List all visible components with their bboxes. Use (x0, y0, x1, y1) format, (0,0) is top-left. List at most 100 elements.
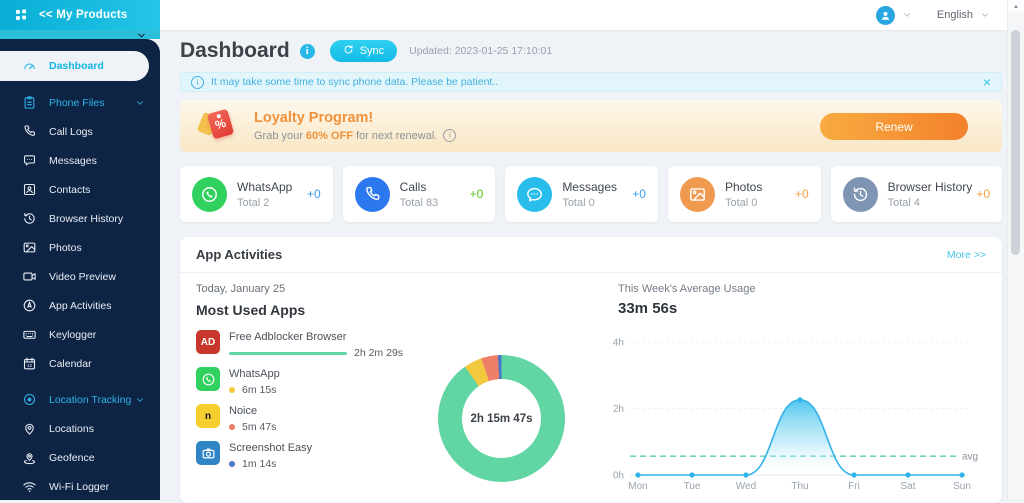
app-duration: 2h 2m 29s (354, 347, 404, 359)
wifi-icon (22, 479, 37, 494)
photo-icon (22, 240, 37, 255)
loyalty-info-icon[interactable]: i (443, 129, 457, 142)
sidebar-item-call-logs[interactable]: Call Logs (0, 117, 160, 146)
notice-text: It may take some time to sync phone data… (211, 76, 499, 88)
svg-text:Tue: Tue (684, 481, 701, 492)
sidebar-item-label: Contacts (49, 183, 91, 196)
page-scrollbar[interactable]: ▲ (1007, 0, 1024, 500)
stat-card-delta: +0 (632, 187, 646, 201)
scrollbar-thumb[interactable] (1011, 30, 1020, 255)
sidebar-item-app-activities[interactable]: App Activities (0, 291, 160, 320)
most-used-apps-list: AD Free Adblocker Browser 2h 2m 29s WhatsAp… (196, 330, 434, 470)
sidebar-item-locations[interactable]: Locations (0, 414, 160, 443)
app-duration: 1m 14s (242, 458, 277, 470)
photo-icon (679, 176, 715, 212)
stat-card-title: WhatsApp (237, 179, 293, 194)
sidebar-item-video-preview[interactable]: Video Preview (0, 262, 160, 291)
sidebar-item-location-tracking[interactable]: Location Tracking (0, 385, 160, 414)
language-selector[interactable]: English (936, 9, 973, 21)
stats-cards: WhatsApp Total 2 +0 Calls Total 83 +0 Messages… (180, 166, 1002, 222)
more-link[interactable]: More >> (946, 248, 986, 261)
history-icon (22, 211, 37, 226)
stat-card-title: Calls (399, 179, 427, 194)
donut-hole: 2h 15m 47s (462, 379, 541, 458)
discount-highlight: 60% OFF (305, 129, 353, 142)
noice-icon: n (196, 404, 220, 428)
stat-card-total: Total 0 (562, 196, 595, 209)
loyalty-title: Loyalty Program! (254, 110, 374, 126)
app-name: Noice (229, 405, 258, 417)
user-avatar[interactable] (875, 5, 895, 25)
svg-text:Sun: Sun (953, 481, 971, 492)
my-products-button[interactable]: << My Products (0, 0, 160, 30)
device-selector-strip[interactable] (0, 30, 160, 39)
weekly-usage-chart: 0h 2h 4h avg Mon Tue Wed Thu Fri Sat Sun (600, 325, 992, 501)
svg-text:Thu: Thu (791, 481, 808, 492)
svg-text:2h: 2h (613, 404, 624, 415)
series-color-dot (229, 387, 235, 393)
sidebar-item-messages[interactable]: Messages (0, 146, 160, 175)
app-row-free-adblocker-browser[interactable]: AD Free Adblocker Browser 2h 2m 29s (196, 330, 434, 359)
loyalty-subtitle: Grab your 60% OFF for next renewal. i (254, 129, 457, 142)
camera-icon (196, 441, 220, 465)
most-used-apps-title: Most Used Apps (196, 302, 306, 318)
app-activities-panel: App Activities More >> Today, January 25… (180, 237, 1002, 503)
sidebar-item-keylogger[interactable]: Keylogger (0, 320, 160, 349)
stat-card-title: Messages (562, 179, 618, 194)
app-row-screenshot-easy[interactable]: Screenshot Easy 1m 14s (196, 441, 434, 470)
sidebar-item-label: Locations (49, 422, 94, 435)
sidebar-item-photos[interactable]: Photos (0, 233, 160, 262)
app-name: Free Adblocker Browser (229, 331, 347, 343)
app-row-noice[interactable]: n Noice 5m 47s (196, 404, 434, 433)
stat-card-total: Total 83 (399, 196, 439, 209)
sidebar-item-geofence[interactable]: Geofence (0, 443, 160, 472)
dashboard-icon (22, 59, 37, 74)
percent-icon: % (213, 115, 228, 133)
account-chevron-down-icon[interactable] (902, 10, 912, 20)
sidebar-item-label: Video Preview (49, 270, 116, 283)
top-header: English (160, 0, 1024, 30)
chevron-down-icon (135, 395, 145, 405)
stat-card-browser-history[interactable]: Browser History Total 4 +0 (830, 166, 1002, 222)
sync-button[interactable]: Sync (329, 40, 398, 62)
sidebar-item-calendar[interactable]: 12 Calendar (0, 349, 160, 378)
sidebar-item-wi-fi-logger[interactable]: Wi-Fi Logger (0, 472, 160, 500)
stat-card-messages[interactable]: Messages Total 0 +0 (505, 166, 658, 222)
sidebar-item-contacts[interactable]: Contacts (0, 175, 160, 204)
svg-text:4h: 4h (613, 338, 624, 349)
app-duration: 6m 15s (242, 384, 277, 396)
stat-card-total: Total 2 (237, 196, 270, 209)
sidebar-item-browser-history[interactable]: Browser History (0, 204, 160, 233)
language-chevron-down-icon[interactable] (980, 10, 990, 20)
chat-dots-icon (517, 176, 553, 212)
svg-text:0h: 0h (613, 471, 624, 482)
sidebar-item-label: Dashboard (49, 60, 104, 72)
week-usage-caption: This Week's Average Usage (618, 283, 756, 295)
discount-tag-icon: % (196, 104, 240, 148)
chevron-down-icon (135, 98, 145, 108)
calendar-icon: 12 (22, 356, 37, 371)
scroll-up-arrow-icon[interactable]: ▲ (1008, 0, 1024, 13)
stat-card-whatsapp[interactable]: WhatsApp Total 2 +0 (180, 166, 333, 222)
app-row-whatsapp[interactable]: WhatsApp 6m 15s (196, 367, 434, 396)
sidebar-item-dashboard[interactable]: Dashboard (0, 51, 149, 81)
apps-grid-icon (14, 8, 28, 22)
sidebar-item-label: Calendar (49, 357, 92, 370)
app-name: WhatsApp (229, 368, 280, 380)
stat-card-delta: +0 (794, 187, 809, 201)
history-icon (842, 176, 878, 212)
svg-text:Mon: Mon (628, 481, 647, 492)
close-icon[interactable]: × (982, 74, 991, 90)
svg-text:Fri: Fri (848, 481, 860, 492)
phone-icon (22, 124, 37, 139)
sidebar-item-phone-files[interactable]: Phone Files (0, 88, 160, 117)
stat-card-photos[interactable]: Photos Total 0 +0 (667, 166, 821, 222)
video-icon (22, 269, 37, 284)
renew-button[interactable]: Renew (820, 113, 968, 140)
info-icon[interactable]: i (299, 43, 315, 59)
page-title: Dashboard (180, 39, 290, 62)
sidebar-nav: Dashboard Phone Files Call Logs Messages Con… (0, 39, 160, 500)
app-name: Screenshot Easy (229, 442, 313, 454)
stat-card-calls[interactable]: Calls Total 83 +0 (342, 166, 496, 222)
whatsapp-icon (196, 367, 220, 391)
